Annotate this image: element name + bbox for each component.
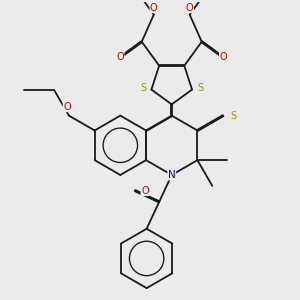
Text: O: O — [63, 102, 71, 112]
Text: O: O — [116, 52, 124, 62]
Text: O: O — [220, 52, 227, 62]
Text: O: O — [141, 186, 149, 196]
Text: S: S — [140, 82, 147, 93]
Text: O: O — [186, 3, 194, 13]
Text: N: N — [168, 170, 176, 180]
Text: S: S — [230, 111, 236, 121]
Text: S: S — [197, 82, 203, 93]
Text: O: O — [150, 3, 158, 13]
